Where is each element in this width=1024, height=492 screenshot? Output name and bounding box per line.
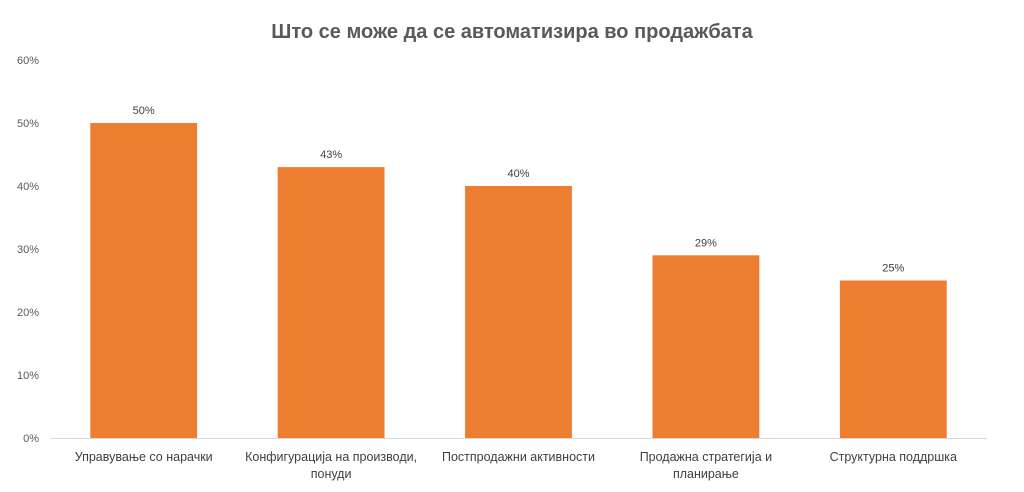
x-category-label-line: Управување со нарачки: [75, 450, 213, 464]
y-tick-label: 0%: [23, 433, 39, 445]
bar-data-label: 25%: [882, 263, 904, 275]
bar: [465, 186, 572, 438]
bar: [90, 123, 198, 438]
x-category-label-line: Структурна поддршка: [830, 450, 957, 464]
y-tick-label: 40%: [17, 181, 39, 193]
x-category-label: Конфигурација на производи, понуди: [245, 450, 417, 481]
bar: [652, 255, 760, 438]
x-category-label-line: планирање: [673, 467, 739, 481]
bar-data-label: 40%: [507, 168, 529, 180]
y-axis: 0% 10% 20% 30% 40% 50% 60%: [17, 55, 39, 445]
y-tick-label: 10%: [17, 370, 39, 382]
bar: [839, 280, 947, 438]
chart-title: Што се може да се автоматизира во продаж…: [271, 21, 753, 43]
bars-group: [90, 123, 947, 438]
y-tick-label: 30%: [17, 244, 39, 256]
bar: [277, 167, 385, 438]
x-category-label-line: Постпродажни активности: [442, 450, 595, 464]
bar-data-label: 50%: [133, 105, 155, 117]
x-category-label-line: Продажна стратегија и: [640, 450, 772, 464]
x-axis: Управување со нарачки Конфигурација на пр…: [75, 450, 957, 481]
y-tick-label: 50%: [17, 118, 39, 130]
y-tick-label: 60%: [17, 55, 39, 67]
x-category-label: Управување со нарачки: [75, 450, 213, 464]
x-category-label: Структурна поддршка: [830, 450, 957, 464]
y-tick-label: 20%: [17, 307, 39, 319]
x-category-label-line: Конфигурација на производи,: [245, 450, 417, 464]
bar-data-label: 29%: [695, 237, 717, 249]
x-category-label: Продажна стратегија и планирање: [640, 450, 772, 481]
x-category-label: Постпродажни активности: [442, 450, 595, 464]
x-category-label-line: понуди: [311, 467, 352, 481]
bar-data-label: 43%: [320, 149, 342, 161]
data-labels-group: 50% 43% 40% 29% 25%: [133, 105, 905, 275]
